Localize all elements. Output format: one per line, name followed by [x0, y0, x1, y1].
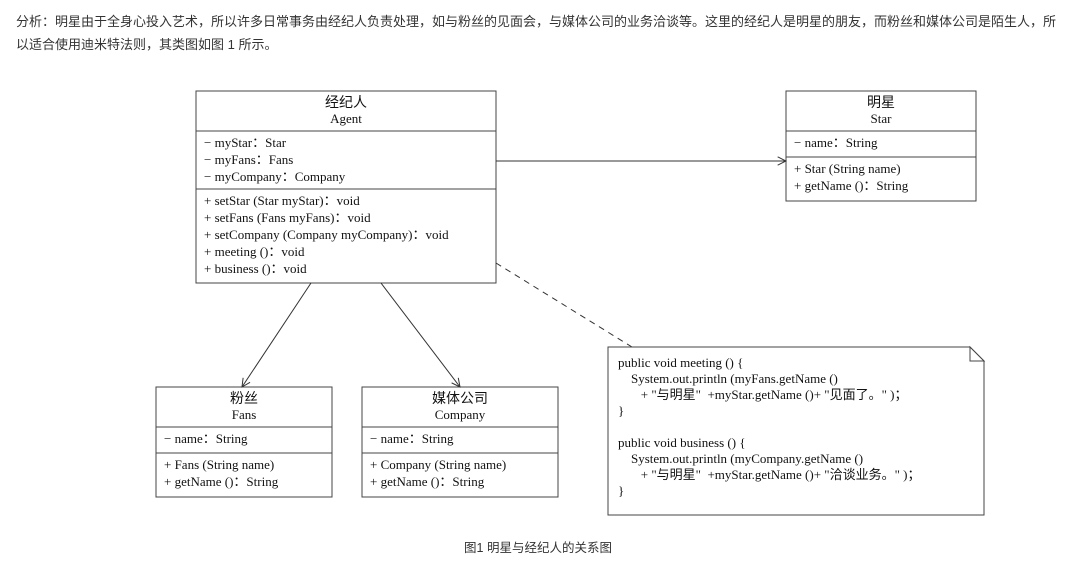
svg-text:明星: 明星	[867, 96, 895, 111]
svg-text:+ "与明星" +myStar.getName ()+ ": + "与明星" +myStar.getName ()+ "洽谈业务。" )；	[618, 467, 920, 483]
svg-text:+ "与明星" +myStar.getName ()+ ": + "与明星" +myStar.getName ()+ "见面了。" )；	[618, 387, 907, 403]
svg-text:+ meeting ()：void: + meeting ()：void	[204, 244, 305, 259]
analysis-paragraph: 分析：明星由于全身心投入艺术，所以许多日常事务由经纪人负责处理，如与粉丝的见面会…	[16, 10, 1060, 57]
svg-text:+ setCompany (Company myCompan: + setCompany (Company myCompany)：void	[204, 227, 449, 242]
svg-text:}: }	[618, 483, 624, 498]
svg-text:}: }	[618, 403, 624, 418]
uml-diagram: 经纪人Agent − myStar：Star − myFans：Fans − myCo…	[16, 71, 1056, 531]
connector-agent-to-fans	[242, 283, 311, 387]
class-company: 媒体公司Company − name：String + Company (Strin…	[362, 387, 558, 497]
svg-text:− myFans：Fans: − myFans：Fans	[204, 152, 293, 167]
connector-agent-to-company	[381, 283, 460, 387]
connector-agent-to-note	[496, 263, 632, 347]
svg-text:− name：String: − name：String	[370, 431, 454, 446]
svg-text:− myStar：Star: − myStar：Star	[204, 135, 287, 150]
svg-text:+ setStar (Star myStar)：void: + setStar (Star myStar)：void	[204, 193, 360, 208]
svg-text:+ business ()：void: + business ()：void	[204, 261, 307, 276]
svg-text:Company: Company	[435, 407, 486, 422]
svg-text:+ Fans (String name): + Fans (String name)	[164, 457, 274, 472]
svg-text:+ getName ()：String: + getName ()：String	[370, 474, 485, 489]
svg-text:媒体公司: 媒体公司	[432, 391, 488, 407]
svg-text:+ Star (String name): + Star (String name)	[794, 161, 901, 176]
class-fans: 粉丝Fans − name：String + Fans (String name) +…	[156, 387, 332, 497]
svg-text:粉丝: 粉丝	[230, 391, 258, 407]
figure-caption: 图1 明星与经纪人的关系图	[16, 537, 1060, 556]
svg-text:− name：String: − name：String	[794, 135, 878, 150]
class-star: 明星Star − name：String + Star (String name) +…	[786, 91, 976, 201]
svg-text:− name：String: − name：String	[164, 431, 248, 446]
class-agent: 经纪人Agent − myStar：Star − myFans：Fans − myCo…	[196, 91, 496, 283]
svg-text:public void business () {: public void business () {	[618, 435, 746, 450]
svg-text:Star: Star	[871, 111, 893, 126]
svg-text:经纪人: 经纪人	[325, 95, 367, 111]
svg-text:+ Company (String name): + Company (String name)	[370, 457, 506, 472]
svg-text:− myCompany：Company: − myCompany：Company	[204, 169, 346, 184]
svg-text:Fans: Fans	[232, 407, 257, 422]
svg-text:System.out.println (myCompany.: System.out.println (myCompany.getName ()	[618, 451, 863, 466]
svg-text:+ getName ()：String: + getName ()：String	[164, 474, 279, 489]
svg-text:Agent: Agent	[330, 111, 362, 126]
svg-text:+ setFans (Fans myFans)：void: + setFans (Fans myFans)：void	[204, 210, 371, 225]
svg-text:System.out.println (myFans.get: System.out.println (myFans.getName ()	[618, 371, 838, 386]
svg-text:+ getName ()：String: + getName ()：String	[794, 178, 909, 193]
code-note: public void meeting () { System.out.prin…	[608, 347, 984, 515]
svg-text:public void meeting () {: public void meeting () {	[618, 355, 743, 370]
